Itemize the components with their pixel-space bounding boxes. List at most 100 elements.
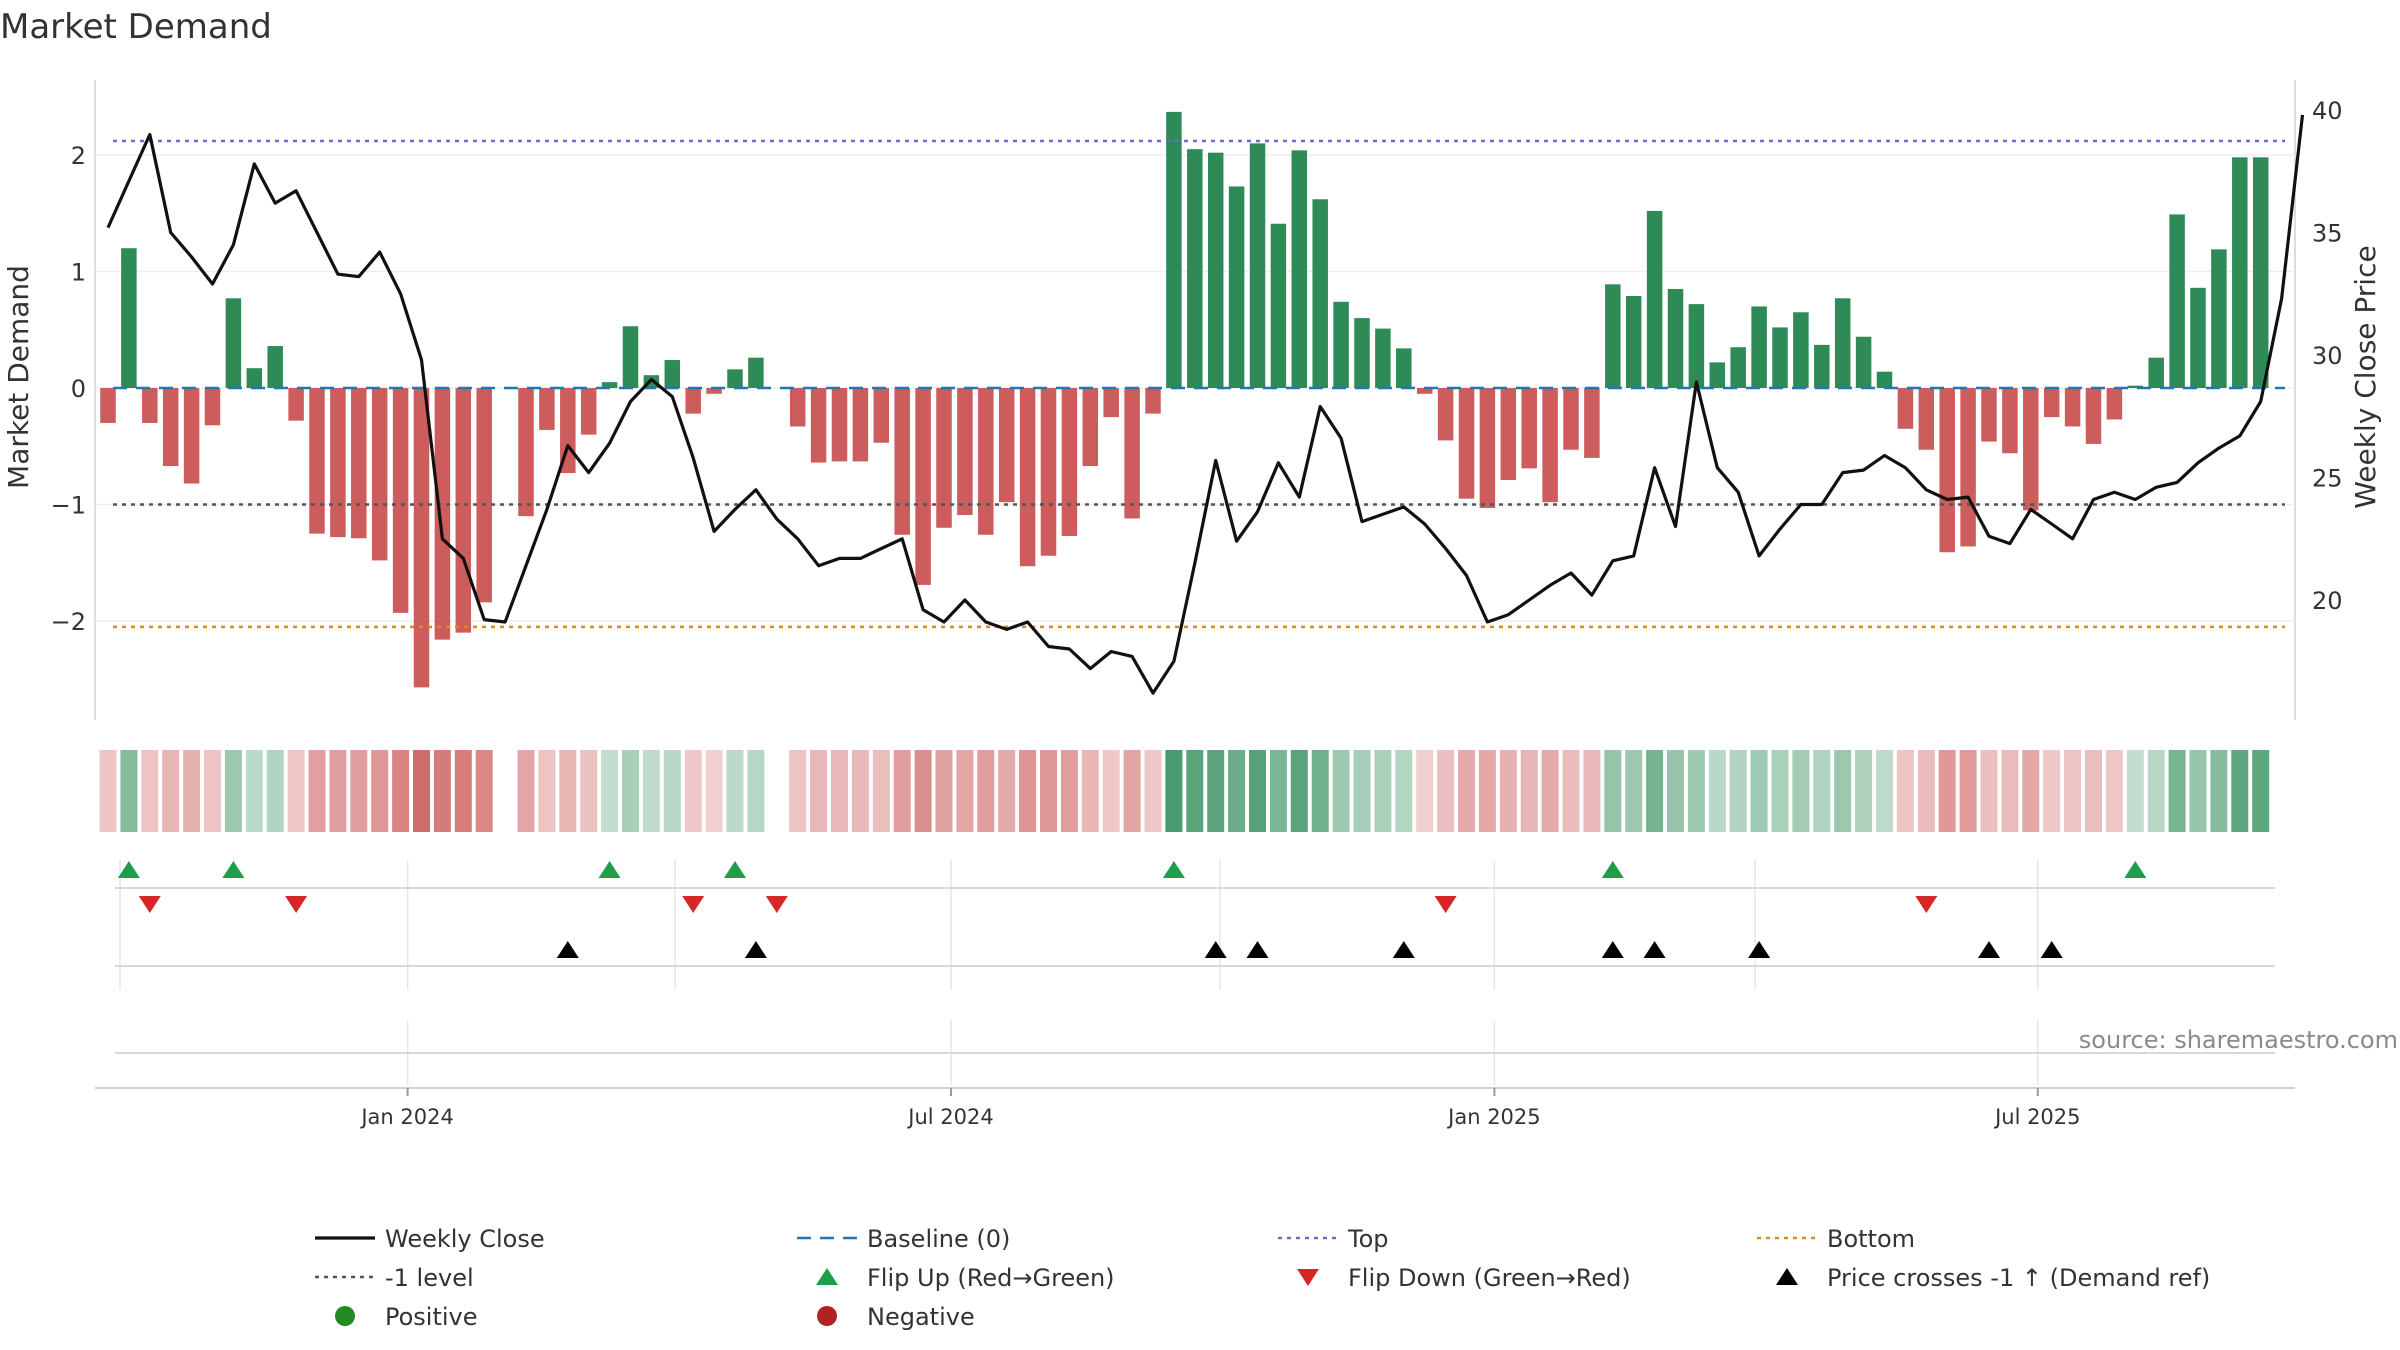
heat-cell (559, 750, 577, 832)
demand-bar (1249, 143, 1266, 388)
heat-cell (2022, 750, 2040, 832)
y-tick-label: −1 (51, 492, 86, 520)
flip-up-marker (1601, 861, 1624, 878)
demand-bar (894, 388, 910, 535)
heat-cell (1646, 750, 1664, 832)
price-cross-marker (1601, 941, 1624, 958)
y2-tick-label: 40 (2312, 97, 2343, 125)
heat-cell (1060, 750, 1078, 832)
heat-cell (2189, 750, 2207, 832)
demand-bar (622, 326, 639, 388)
flip-up-marker (598, 861, 621, 878)
demand-bar (246, 368, 263, 388)
demand-bar (1584, 388, 1600, 458)
demand-bar (371, 388, 388, 561)
demand-bar (998, 388, 1015, 503)
heat-cell (1562, 750, 1580, 832)
demand-bar (1396, 348, 1412, 388)
heat-cell (684, 750, 702, 832)
demand-bar (1500, 388, 1517, 481)
heat-cell (1040, 750, 1057, 832)
heat-cell (1353, 750, 1371, 832)
heat-cell (747, 750, 765, 832)
demand-bar (685, 388, 701, 414)
heat-cell (162, 750, 180, 832)
demand-bar (267, 346, 283, 388)
heat-cell (1332, 750, 1350, 832)
y2-tick-label: 20 (2312, 587, 2343, 615)
heat-cell (726, 750, 744, 832)
x-tick-label: Jul 2024 (906, 1105, 993, 1129)
heat-cell (1583, 750, 1601, 832)
demand-bar (1166, 111, 1182, 389)
price-cross-marker (2040, 941, 2063, 958)
heat-cell (1269, 750, 1287, 832)
demand-bar (1375, 328, 1391, 388)
source-note: source: sharemaestro.com (2079, 1026, 2398, 1054)
heat-cell (1478, 750, 1496, 832)
heat-cell (1896, 750, 1914, 832)
heat-cell (517, 750, 535, 832)
heat-cell (2210, 750, 2228, 832)
flip-down-marker (682, 896, 705, 913)
heat-cell (1499, 750, 1517, 832)
demand-bar (476, 388, 492, 603)
heat-cell (141, 750, 159, 832)
flip-up-marker (117, 861, 140, 878)
demand-bar (2232, 157, 2248, 388)
demand-bar (518, 388, 534, 517)
demand-bar (2002, 388, 2018, 454)
heat-cell (1687, 750, 1705, 832)
heat-cell (392, 750, 410, 832)
demand-bar (2043, 388, 2060, 418)
demand-bar (2211, 249, 2227, 388)
demand-bar (1542, 388, 1558, 503)
demand-bar (434, 388, 451, 640)
demand-bar (392, 388, 409, 613)
demand-bar (2106, 388, 2123, 420)
heat-cell (1604, 750, 1622, 832)
legend-swatch (1776, 1268, 1798, 1285)
heat-cell (789, 750, 807, 832)
demand-bar (2190, 287, 2206, 388)
demand-bar (1479, 388, 1496, 508)
demand-bar (1228, 186, 1245, 388)
flip-down-marker (1915, 896, 1938, 913)
demand-bar (1019, 388, 1036, 567)
y-tick-label: 1 (71, 259, 86, 287)
price-cross-marker (1204, 941, 1227, 958)
heat-cell (1980, 750, 1998, 832)
legend-label: Baseline (0) (867, 1225, 1010, 1253)
heat-cell (1625, 750, 1643, 832)
demand-bar (309, 388, 325, 534)
demand-bar (1646, 210, 1663, 388)
demand-bar (1124, 388, 1140, 519)
heat-cell (622, 750, 639, 832)
demand-bar (1207, 152, 1224, 388)
demand-bar (1751, 306, 1767, 388)
demand-bar (978, 388, 994, 535)
heat-cell (2147, 750, 2165, 832)
x-tick-label: Jan 2025 (1446, 1105, 1541, 1129)
demand-bar (1897, 388, 1914, 429)
flip-down-marker (1434, 896, 1457, 913)
legend-label: Weekly Close (385, 1225, 545, 1253)
legend-label: Flip Down (Green→Red) (1348, 1264, 1631, 1292)
demand-bar (162, 388, 179, 467)
heat-cell (1228, 750, 1246, 832)
heat-cell (601, 750, 619, 832)
y2-tick-label: 30 (2312, 342, 2343, 370)
price-cross-marker (1643, 941, 1666, 958)
demand-bar (2148, 357, 2164, 388)
legend-label: -1 level (385, 1264, 474, 1292)
y-tick-label: −2 (51, 608, 86, 636)
demand-bar (351, 388, 367, 539)
heat-cell (1437, 750, 1455, 832)
heat-cell (663, 750, 681, 832)
demand-bar (957, 388, 973, 515)
heat-cell (1834, 750, 1852, 832)
demand-bar (1145, 388, 1161, 414)
heat-cell (204, 750, 221, 832)
heat-cell (851, 750, 869, 832)
